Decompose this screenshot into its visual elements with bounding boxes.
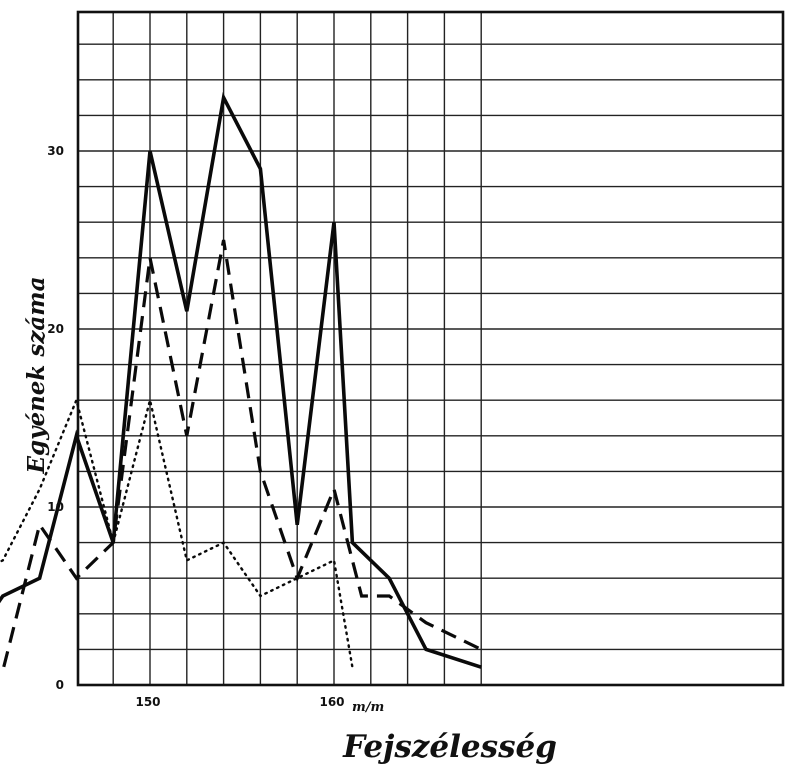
series-line-dashed	[0, 239, 482, 673]
tick-labels: 1301401501600102030	[47, 144, 344, 709]
plot-frame	[76, 10, 785, 687]
x-tick-label: 150	[135, 695, 160, 709]
y-tick-label: 0	[56, 678, 64, 692]
series-line-solid	[0, 92, 482, 669]
x-unit-label: m/m	[352, 700, 384, 715]
series-line-dotted	[0, 396, 354, 669]
y-tick-label: 30	[47, 144, 64, 158]
y-tick-label: 20	[47, 322, 64, 336]
grid	[78, 12, 783, 685]
series-group	[0, 92, 482, 673]
x-tick-label: 160	[319, 695, 344, 709]
y-axis-title: Egyének száma	[23, 276, 50, 474]
x-axis-title: Fejszélesség	[342, 729, 557, 765]
y-tick-label: 10	[47, 500, 64, 514]
